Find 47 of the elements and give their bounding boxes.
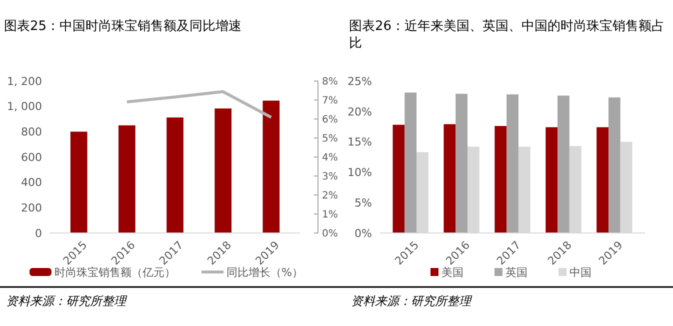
legend-label: 同比增长（%） <box>226 266 303 279</box>
bar <box>70 132 88 233</box>
y-tick-label: 1, 000 <box>7 100 42 114</box>
y2-tick-label: 7% <box>322 96 338 106</box>
text: 资料来源：研究所整理 <box>6 294 128 308</box>
y2-tick-label: 6% <box>322 114 338 126</box>
line-series <box>125 90 273 119</box>
bar <box>494 126 507 233</box>
y-tick-label: 800 <box>21 126 42 139</box>
bar <box>596 127 608 233</box>
y2-tick-label: 4% <box>322 152 338 164</box>
bar <box>118 125 136 233</box>
bar <box>608 97 620 233</box>
bar <box>214 108 232 233</box>
y-tick-label: 200 <box>21 202 42 215</box>
y2-tick-label: 1% <box>322 210 338 220</box>
y2-tick-label: 8% <box>322 76 338 88</box>
y-tick-label: 0% <box>354 226 372 240</box>
bar <box>456 94 468 233</box>
legend-label: 美国 <box>442 266 464 279</box>
y-tick-label: 10% <box>348 166 372 180</box>
y-tick-label: 600 <box>21 150 42 164</box>
bar <box>506 94 518 233</box>
legend-label: 英国 <box>506 266 528 279</box>
bar <box>166 117 184 233</box>
chart-title: 图表26：近年来美国、英国、中国的时尚珠宝销售额占比 <box>349 18 665 51</box>
y2-tick-label: 3% <box>322 172 338 182</box>
chart-title: 图表25：中国时尚珠宝销售额及同比增速 <box>4 18 242 34</box>
y-tick-label: 0 <box>35 226 42 240</box>
y-tick-label: 400 <box>21 176 42 190</box>
y2-tick-label: 2% <box>322 190 338 202</box>
legend-label: 中国 <box>570 266 592 279</box>
bar <box>262 100 280 233</box>
text: 资料来源：研究所整理 <box>351 294 473 308</box>
y-tick-label: 5% <box>354 196 372 210</box>
bar <box>546 127 558 233</box>
bar <box>444 124 456 233</box>
legend-label: 时尚珠宝销售额（亿元） <box>54 266 176 279</box>
y2-tick-label: 5% <box>322 134 338 144</box>
y-tick-label: 20% <box>348 105 372 118</box>
y2-tick-label: 0% <box>322 228 338 240</box>
bar <box>558 96 570 233</box>
bar <box>392 124 405 233</box>
y-tick-label: 25% <box>348 74 372 88</box>
bar <box>404 92 417 233</box>
y-tick-label: 15% <box>348 136 372 149</box>
y-tick-label: 1, 200 <box>7 74 42 88</box>
